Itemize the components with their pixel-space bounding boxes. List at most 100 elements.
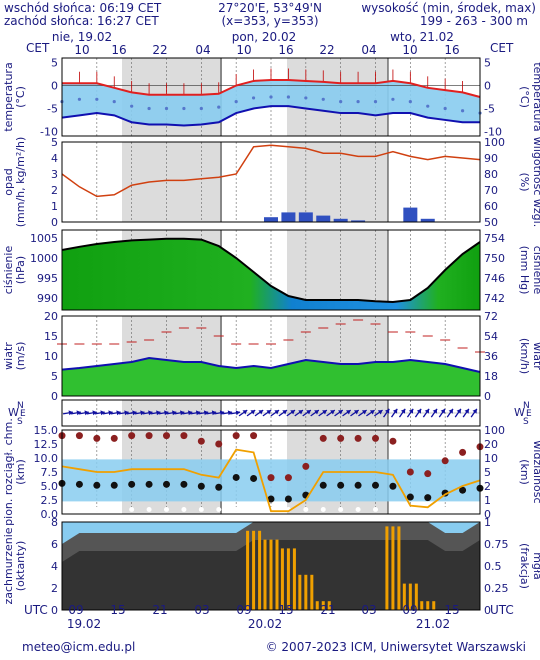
dewpoint-dot (182, 106, 186, 111)
left-compass-w: W (8, 406, 19, 419)
arrow-head (164, 410, 169, 416)
wind-direction-arrow (398, 408, 406, 418)
wind-direction-arrow (166, 410, 177, 416)
low-cloud-dot (111, 507, 117, 513)
cloud-top-dot (284, 474, 292, 482)
panel-border (61, 399, 481, 427)
low-cloud-dot (303, 507, 309, 513)
top-hour-label: 04 (195, 43, 210, 57)
coordinates-text: 27°20'E, 53°49'N (218, 1, 322, 15)
right-tick-label: 0 (484, 604, 491, 617)
right-tick-label: 750 (484, 252, 505, 265)
dewpoint-dot (269, 95, 273, 99)
fog-bar (304, 574, 308, 610)
wind-direction-arrow (174, 410, 185, 416)
right-axis-label: widzialność (531, 440, 540, 503)
right-tick-label: 10 (484, 452, 498, 465)
right-tick-label: 742 (484, 292, 505, 305)
arrow-head (108, 410, 113, 416)
contact-email[interactable]: meteo@icm.edu.pl (22, 640, 136, 654)
arrow-head (187, 410, 193, 416)
arrow-head (195, 410, 201, 416)
right-axis-unit: (frakcja) (518, 543, 531, 589)
left-compass-e: E (20, 409, 26, 419)
right-tick-label: 0 (484, 390, 491, 403)
wind-direction-arrow (102, 410, 113, 416)
wind-direction-arrow (270, 409, 280, 417)
cloud-base-dot (389, 482, 397, 490)
fog-bar (420, 601, 424, 610)
right-tick-label: 2 (484, 480, 491, 493)
cloud-top-dot (93, 434, 101, 442)
arrow-head (338, 410, 343, 415)
bottom-hour-label: 09 (402, 603, 417, 617)
top-hour-label: 10 (74, 43, 89, 57)
bottom-hour-label: 09 (236, 603, 251, 617)
wind-direction-arrow (118, 410, 129, 416)
right-tick-label: 80 (484, 168, 498, 181)
cloud-top-dot (319, 434, 327, 442)
top-hour-label: 04 (361, 43, 376, 57)
arrow-head (132, 410, 137, 416)
left-axis-label: temperatura (2, 62, 15, 131)
cloud-top-dot (267, 474, 275, 482)
right-compass-w: W (514, 406, 525, 419)
right-tick-label: 100 (484, 136, 505, 149)
right-tick-label: 70 (484, 184, 498, 197)
copyright-text: © 2007-2023 ICM, Uniwersytet Warszawski (265, 640, 526, 654)
left-tick-label: 0.0 (41, 508, 59, 521)
arrow-head (242, 410, 248, 415)
wind-direction-arrow (406, 408, 414, 418)
arrow-head (124, 410, 129, 416)
wind-direction-arrow (86, 410, 97, 416)
arrow-head (116, 410, 121, 416)
arrow-head (172, 410, 177, 416)
sunrise-text: wschód słońca: 06:19 CET (4, 1, 162, 15)
top-timezone-right: CET (490, 41, 514, 55)
arrow-head (92, 410, 97, 416)
cloud-top-dot (163, 432, 170, 440)
panel-border (61, 57, 481, 137)
arrow-head (140, 410, 145, 416)
fog-bar (286, 548, 290, 610)
pressure-area (62, 238, 480, 310)
cloud-top-dot (354, 434, 362, 442)
panel-border (61, 315, 481, 397)
cloud-base-dot (197, 482, 205, 490)
precipitation-bar (351, 220, 366, 222)
left-axis-unit: (m/s) (14, 342, 27, 371)
right-tick-label: 60 (484, 200, 498, 213)
arrow-head (464, 408, 469, 414)
wind-direction-arrow (366, 409, 375, 417)
left-tick-label: 0 (51, 604, 58, 617)
low-cloud-dot (338, 507, 344, 513)
cloud-base-dot (215, 483, 223, 491)
cloud-base-dot (232, 473, 240, 481)
wind-direction-arrow (470, 408, 478, 418)
wind-direction-arrow (414, 408, 422, 418)
precipitation-bar (281, 212, 296, 222)
bottom-hour-label: 03 (361, 603, 376, 617)
right-compass-n: N (523, 401, 530, 411)
left-tick-label: 990 (37, 292, 58, 305)
bottom-hour-label: 21 (152, 603, 167, 617)
dewpoint-dot (321, 97, 325, 101)
fog-bar (414, 583, 418, 610)
arrow-head (258, 410, 264, 415)
arrow-head (148, 410, 153, 416)
bottom-hour-label: 09 (68, 603, 83, 617)
wind-direction-arrow (182, 410, 193, 416)
left-axis-label: ciśnienie (2, 246, 15, 295)
arrow-head (322, 410, 327, 415)
arrow-head (353, 410, 359, 415)
right-tick-label: 72 (484, 310, 498, 323)
wind-direction-arrow (350, 409, 360, 417)
arrow-head (346, 410, 351, 415)
fog-bar (246, 530, 250, 610)
arrow-head (440, 408, 446, 414)
bottom-timezone-right: UTC (490, 603, 514, 617)
right-tick-label: 5 (484, 57, 491, 70)
arrow-head (227, 410, 233, 416)
cloud-base-dot (180, 480, 188, 488)
arrow-head (472, 408, 477, 414)
